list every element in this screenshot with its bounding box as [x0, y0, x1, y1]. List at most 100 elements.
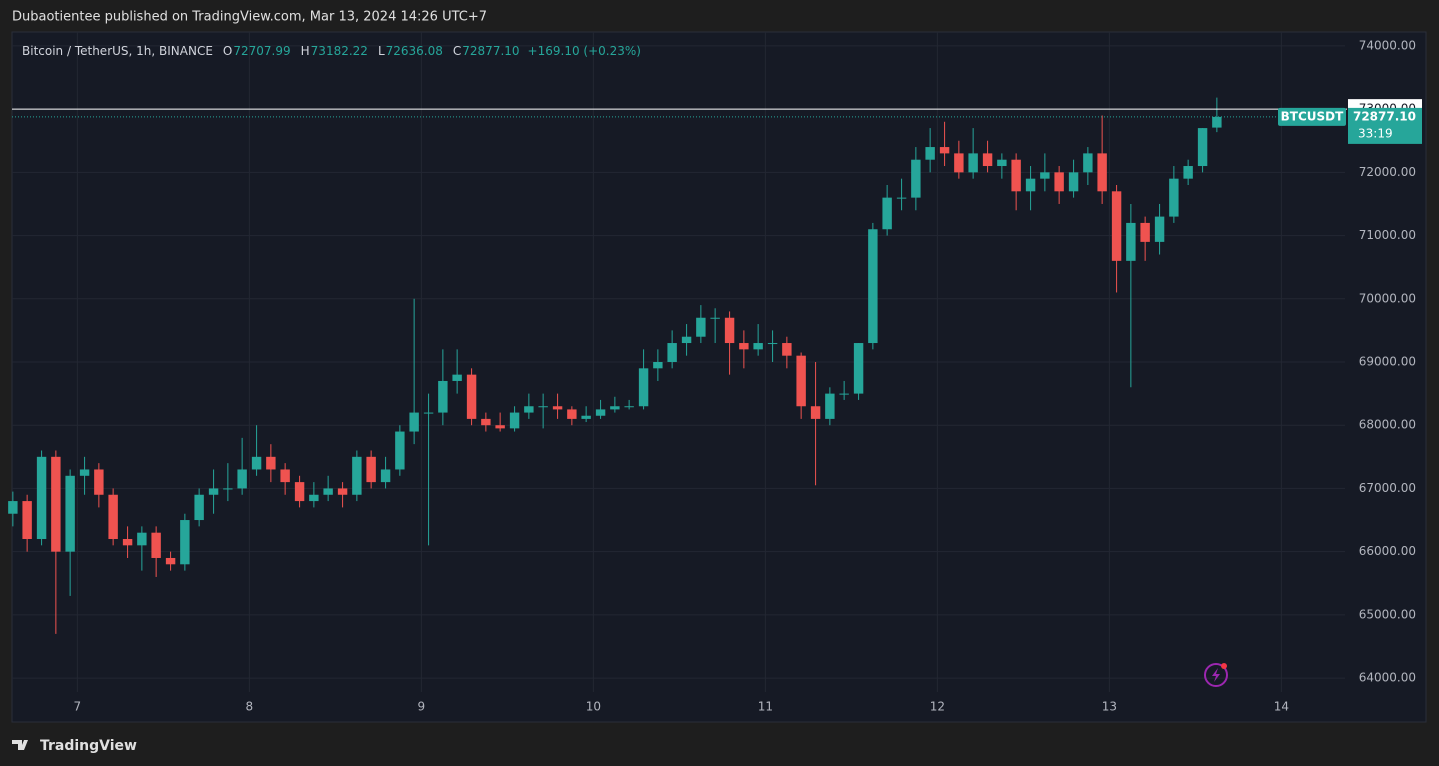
y-tick-label: 72000.00: [1359, 165, 1416, 179]
legend-value: 72707.99: [233, 44, 290, 58]
candle-body: [1097, 153, 1107, 192]
x-tick-label: 11: [758, 700, 773, 714]
candle-body: [753, 343, 763, 350]
candle-body: [1154, 216, 1165, 242]
x-tick-label: 12: [930, 700, 945, 714]
candle-body: [438, 380, 448, 413]
x-tick-label: 8: [246, 700, 254, 714]
candle-body: [337, 488, 348, 495]
candle-body: [366, 456, 376, 483]
candle-body: [1040, 172, 1050, 179]
candle-body: [939, 147, 950, 154]
candle-body: [65, 475, 75, 552]
candle-body: [452, 374, 462, 381]
legend-label: L: [378, 44, 385, 58]
candles: [8, 97, 1222, 634]
last-price-label: 72877.10: [1353, 109, 1416, 123]
legend-value: 72636.08: [386, 44, 443, 58]
candle-body: [524, 406, 534, 413]
candle-body: [567, 409, 577, 419]
candle-body: [194, 494, 204, 521]
candle-body: [1083, 153, 1093, 173]
candle-body: [825, 393, 835, 419]
candle-body: [509, 412, 520, 429]
symbol-label: BTCUSDT: [1281, 109, 1344, 123]
x-tick-label: 9: [418, 700, 426, 714]
candle-body: [911, 159, 921, 198]
candle-body: [853, 343, 864, 394]
candle-body: [982, 153, 993, 167]
candle-body: [36, 456, 47, 540]
candle-body: [595, 409, 606, 416]
candle-body: [1140, 222, 1150, 242]
candle-body: [495, 425, 505, 429]
candle-body: [810, 406, 821, 419]
x-tick-label: 10: [586, 700, 601, 714]
candle-body: [180, 520, 190, 565]
candle-body: [137, 532, 147, 546]
candle-body: [223, 488, 233, 490]
candle-body: [667, 343, 677, 362]
candle-body: [1126, 222, 1136, 261]
candle-body: [538, 406, 548, 408]
candle-body: [208, 488, 219, 495]
candle-body: [280, 469, 290, 483]
countdown: 33:19: [1358, 126, 1393, 140]
candle-body: [1111, 191, 1122, 261]
legend-change: +169.10 (+0.23%): [528, 44, 641, 58]
candle-body: [122, 539, 133, 546]
candle-body: [868, 229, 878, 344]
candle-body: [309, 494, 319, 502]
candle-body: [710, 317, 720, 319]
candle-body: [409, 412, 419, 432]
candle-body: [1212, 116, 1222, 128]
candle-body: [1183, 166, 1193, 179]
legend-value: 72877.10: [462, 44, 519, 58]
candle-body: [624, 406, 634, 408]
candle-body: [954, 153, 964, 173]
y-tick-label: 66000.00: [1359, 544, 1416, 558]
candle-body: [51, 456, 61, 552]
candle-body: [610, 406, 620, 410]
candle-body: [925, 147, 935, 160]
brand: TradingView: [40, 738, 137, 754]
candle-body: [997, 159, 1007, 167]
candle-body: [165, 557, 176, 565]
candle-body: [767, 343, 778, 345]
candle-body: [237, 469, 247, 489]
x-tick-label: 13: [1102, 700, 1117, 714]
candle-body: [638, 368, 649, 407]
candle-body: [1068, 172, 1079, 192]
legend-label: O: [223, 44, 232, 58]
lightning-icon: [1204, 663, 1228, 687]
logo: [12, 740, 28, 750]
symbol-tag: [1278, 107, 1346, 126]
legend-label: H: [301, 44, 310, 58]
candle-body: [968, 153, 978, 173]
candle-body: [323, 488, 333, 495]
candle-body: [552, 406, 563, 410]
legend-symbol: Bitcoin / TetherUS, 1h, BINANCE: [22, 44, 213, 58]
candle-body: [581, 415, 591, 419]
y-tick-label: 68000.00: [1359, 418, 1416, 432]
x-tick-label: 14: [1274, 700, 1289, 714]
candle-body: [8, 501, 18, 514]
candle-body: [724, 317, 735, 344]
candle-body: [896, 197, 907, 199]
candle-body: [1169, 178, 1179, 217]
candle-body: [653, 362, 663, 369]
header-title: Dubaotientee published on TradingView.co…: [12, 10, 487, 25]
candle-body: [739, 343, 749, 350]
candle-body: [79, 469, 90, 476]
x-tick-label: 7: [74, 700, 82, 714]
candle-body: [380, 469, 391, 483]
y-tick-label: 64000.00: [1359, 671, 1416, 685]
candle-body: [1054, 172, 1064, 192]
candle-body: [266, 456, 276, 470]
candle-body: [352, 456, 362, 495]
candle-body: [22, 501, 32, 540]
candle-body: [108, 494, 118, 540]
